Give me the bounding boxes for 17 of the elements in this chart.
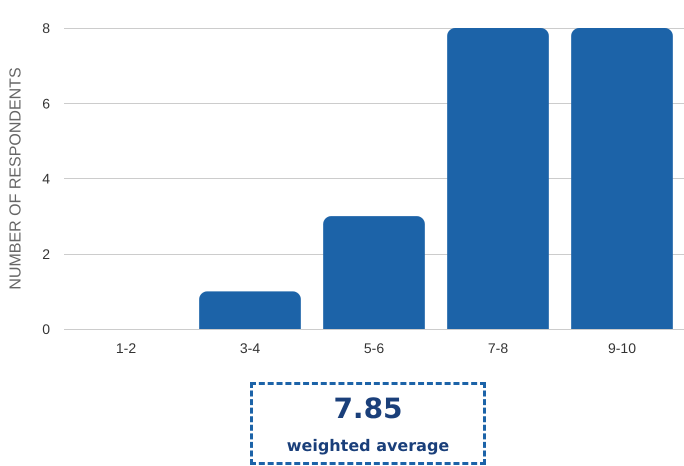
bar [199,291,301,329]
y-tick-label: 0 [42,321,50,337]
x-tick-label: 5-6 [364,340,384,356]
y-tick-label: 8 [42,20,50,36]
x-tick-label: 1-2 [116,340,136,356]
bar [447,28,549,329]
x-tick-label: 9-10 [608,340,636,356]
x-tick-label: 3-4 [240,340,260,356]
y-tick-label: 4 [42,170,50,186]
y-tick-label: 2 [42,246,50,262]
bar [571,28,673,329]
y-axis-title: NUMBER OF RESPONDENTS [8,67,24,290]
x-tick-label: 7-8 [488,340,508,356]
bar [323,216,425,329]
text: 7.85 [332,392,404,425]
y-tick-label: 6 [42,95,50,112]
text: weighted average [286,436,450,455]
